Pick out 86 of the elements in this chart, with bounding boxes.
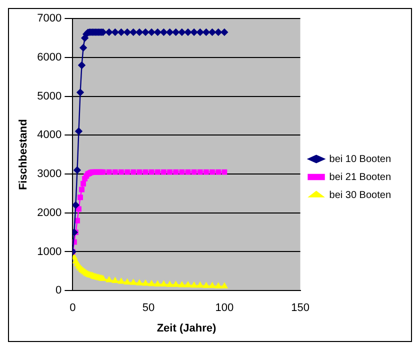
point	[167, 169, 173, 175]
point	[160, 169, 166, 175]
point	[118, 28, 125, 36]
point	[190, 282, 198, 288]
point	[148, 169, 154, 175]
point	[178, 282, 186, 288]
x-tick-label: 100	[215, 302, 234, 314]
point	[106, 169, 112, 175]
point	[209, 282, 216, 288]
point	[220, 28, 228, 36]
point	[216, 169, 222, 175]
point	[160, 28, 168, 36]
point	[142, 169, 148, 175]
point	[142, 280, 149, 286]
legend-label: bei 30 Booten	[329, 190, 391, 201]
point	[208, 28, 216, 36]
y-tick-label: 2000	[37, 206, 62, 219]
point	[184, 282, 192, 288]
point	[80, 181, 86, 186]
y-tick-label: 0	[56, 284, 62, 297]
legend-label: bei 10 Booten	[329, 154, 391, 165]
point	[79, 186, 84, 192]
y-tick-label: 5000	[37, 90, 62, 102]
point	[203, 169, 209, 175]
point	[130, 279, 137, 285]
point	[214, 28, 222, 36]
point	[130, 169, 136, 175]
point	[124, 169, 130, 175]
point	[166, 281, 173, 287]
y-tick-label: 4000	[37, 129, 62, 142]
point	[124, 278, 130, 285]
point	[118, 278, 124, 284]
point	[112, 277, 118, 283]
point	[172, 281, 180, 287]
x-tick-label: 50	[142, 302, 155, 314]
point	[112, 169, 118, 175]
point	[136, 169, 142, 175]
point	[173, 169, 179, 175]
point	[160, 280, 167, 286]
y-tick-label: 6000	[37, 51, 62, 64]
point	[179, 169, 185, 175]
point	[190, 28, 198, 36]
legend-label: bei 21 Booten	[329, 172, 391, 183]
point	[154, 280, 161, 286]
point	[124, 28, 131, 36]
y-axis-title: Fischbestand	[18, 119, 30, 190]
point	[221, 282, 228, 288]
x-tick-label: 150	[291, 302, 310, 314]
point	[202, 28, 210, 36]
point	[118, 169, 124, 175]
point	[210, 169, 215, 175]
point	[112, 28, 119, 36]
point	[196, 282, 204, 288]
point	[78, 194, 83, 200]
point	[148, 28, 156, 36]
point	[184, 28, 192, 36]
point	[105, 28, 113, 36]
point	[191, 169, 197, 175]
x-tick-label: 0	[70, 302, 76, 314]
point	[76, 88, 84, 96]
point	[106, 276, 112, 282]
point	[142, 28, 150, 36]
point	[185, 169, 191, 175]
point	[178, 28, 186, 36]
point	[197, 169, 203, 175]
point	[148, 280, 155, 286]
point	[222, 169, 228, 175]
y-tick-label: 3000	[37, 168, 62, 180]
point	[78, 62, 86, 69]
point	[136, 28, 144, 36]
point	[74, 166, 81, 174]
x-axis-title: Zeit (Jahre)	[156, 322, 216, 334]
point	[154, 169, 160, 175]
point	[215, 282, 222, 288]
point	[196, 28, 204, 36]
point	[75, 128, 82, 135]
point	[166, 28, 174, 36]
point	[172, 28, 180, 36]
point	[203, 282, 210, 288]
point	[136, 280, 143, 286]
point	[154, 28, 162, 36]
point	[130, 28, 137, 36]
y-tick-label: 7000	[37, 12, 62, 25]
point	[80, 44, 87, 52]
y-tick-label: 1000	[37, 246, 62, 258]
point	[72, 202, 80, 209]
